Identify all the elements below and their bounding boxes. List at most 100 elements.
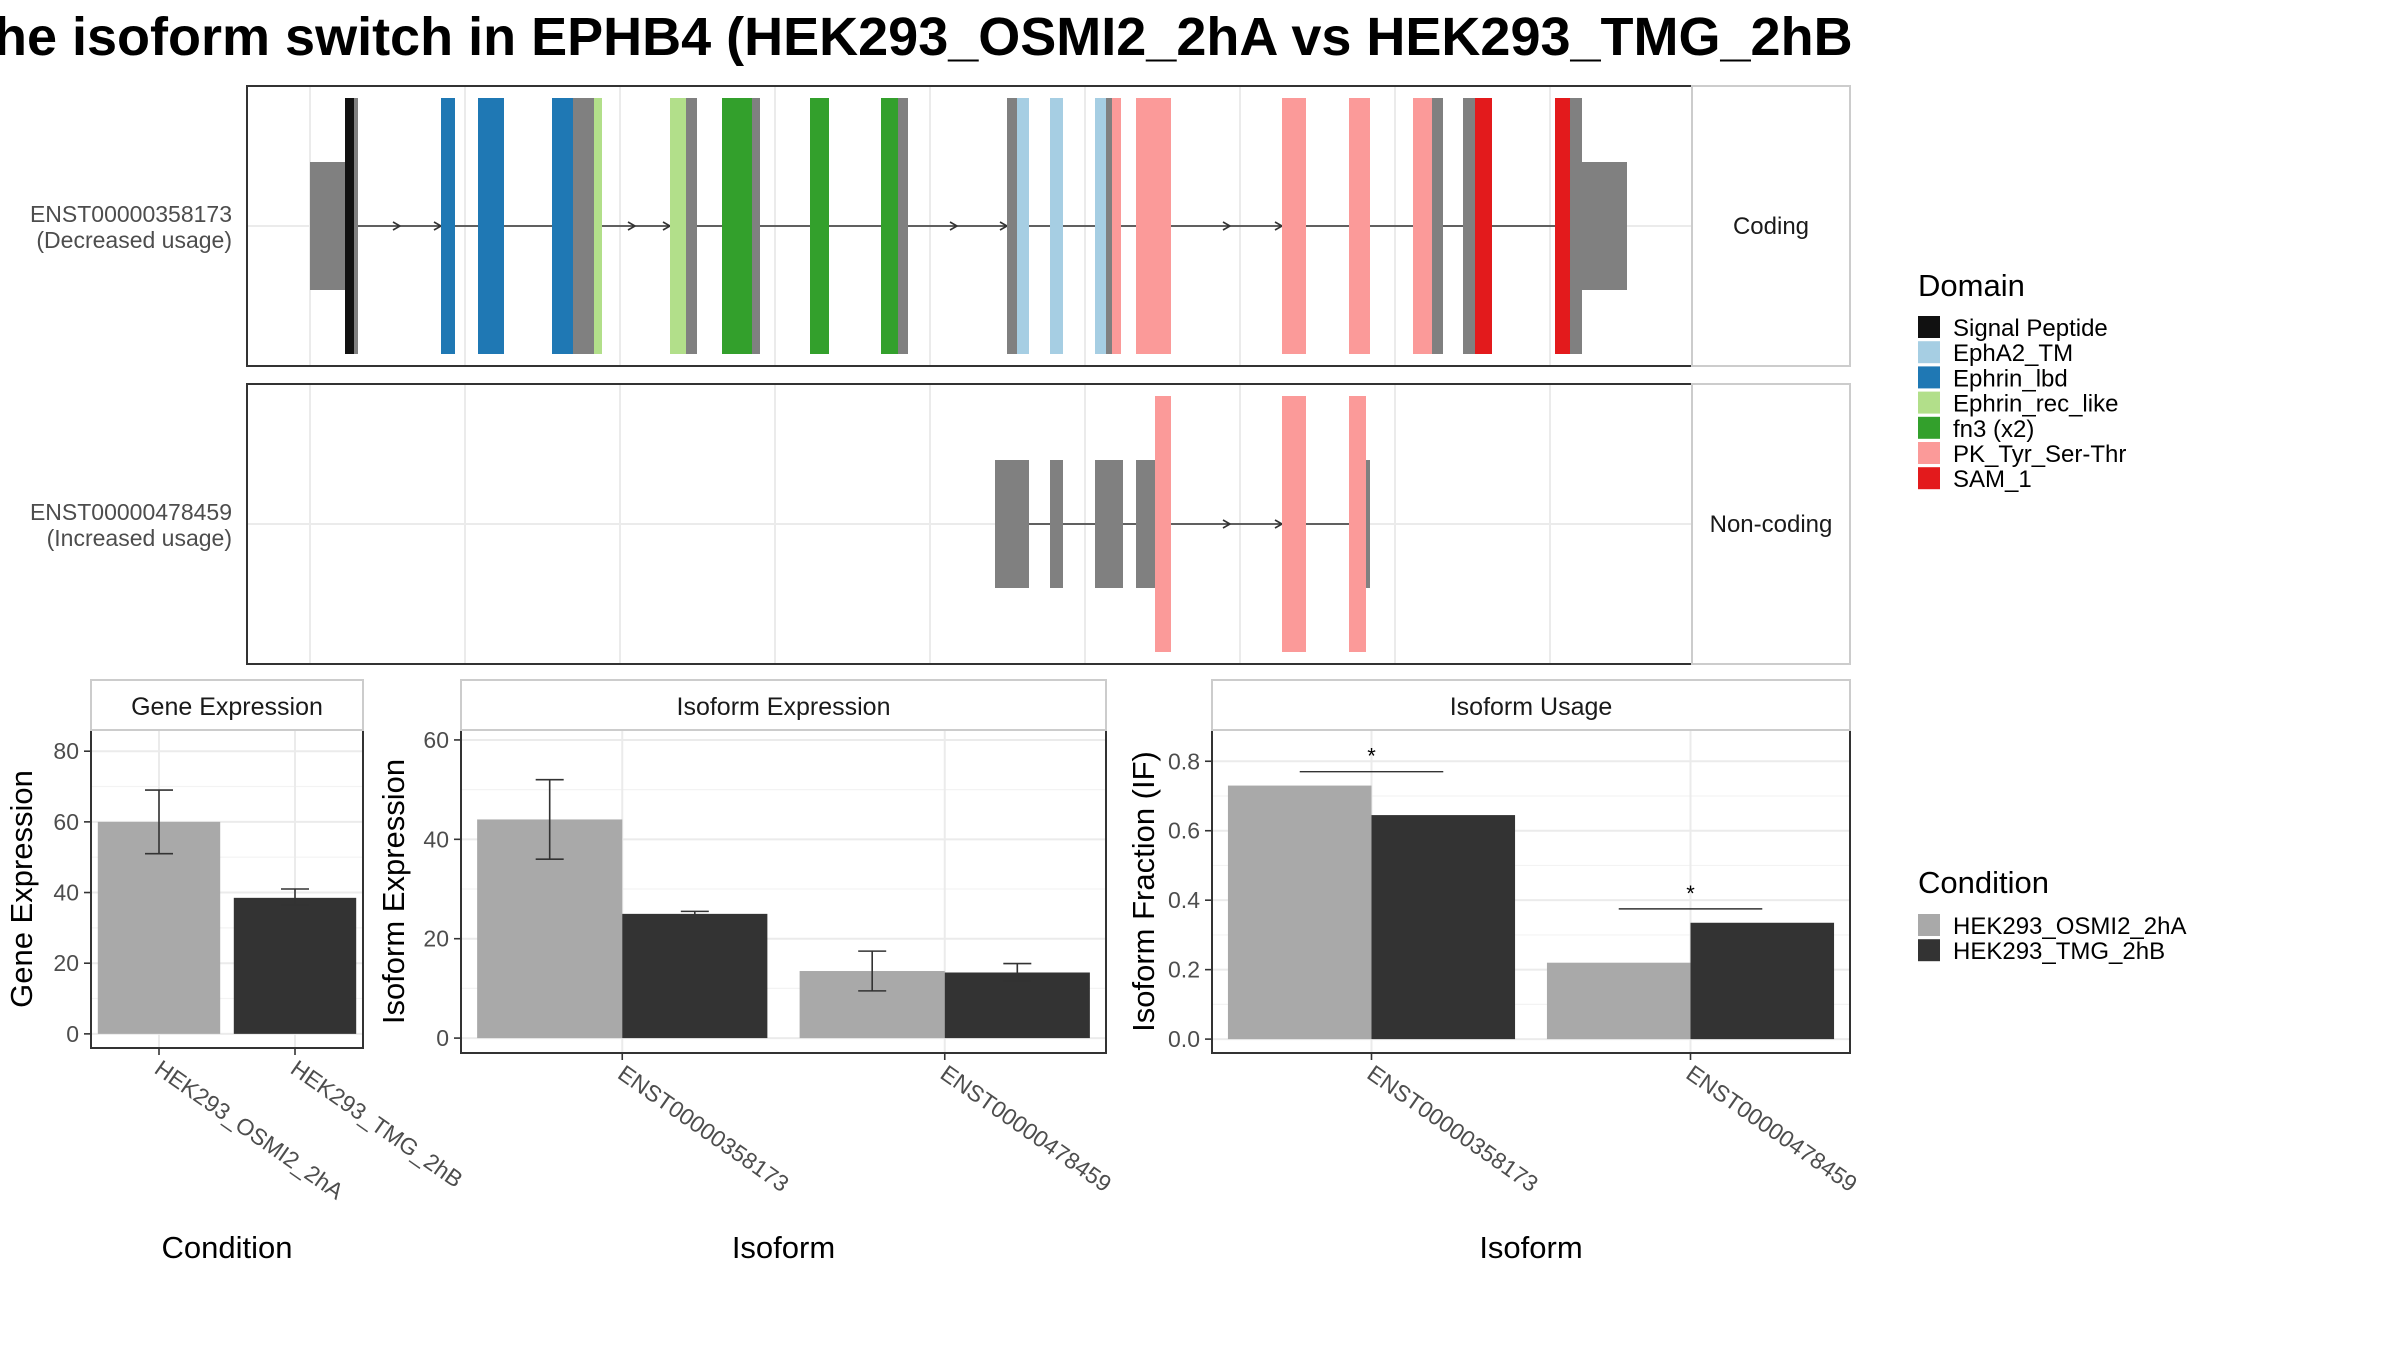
exon-segment: [1050, 98, 1063, 354]
y-tick-label: 0.0: [1168, 1026, 1200, 1052]
transcript-usage-label: (Increased usage): [47, 525, 232, 551]
exon-segment: [354, 98, 358, 354]
transcript-usage-label: (Decreased usage): [36, 227, 232, 253]
bar: [1546, 962, 1691, 1040]
domain-legend-swatch: [1918, 416, 1940, 439]
exon-segment: [345, 98, 354, 354]
exon-segment: [1017, 98, 1029, 354]
condition-legend-label: HEK293_TMG_2hB: [1953, 938, 2165, 965]
exon-segment: [478, 98, 504, 354]
exon-segment: [1366, 460, 1370, 588]
exon-segment: [1555, 98, 1570, 354]
x-tick-label: ENST00000358173: [1363, 1060, 1543, 1197]
exon-segment: [670, 98, 686, 354]
exon-segment: [1475, 98, 1492, 354]
y-tick-label: 20: [53, 950, 79, 976]
y-tick-label: 0.6: [1168, 818, 1200, 844]
exon-segment: [722, 98, 752, 354]
exon-segment: [594, 98, 602, 354]
exon-segment: [573, 98, 594, 354]
y-tick-label: 60: [423, 727, 449, 753]
domain-legend-swatch: [1918, 341, 1940, 364]
exon-segment: [1112, 98, 1121, 354]
x-tick-label: ENST00000478459: [936, 1060, 1116, 1197]
y-tick-label: 0.4: [1168, 887, 1200, 913]
exon-segment: [686, 98, 697, 354]
domain-legend-label: PK_Tyr_Ser-Thr: [1953, 441, 2126, 468]
exon-segment: [552, 98, 573, 354]
domain-legend-label: Ephrin_lbd: [1953, 365, 2068, 392]
domain-legend-swatch: [1918, 316, 1940, 338]
condition-legend-title: Condition: [1918, 865, 2049, 900]
domain-legend-label: Ephrin_rec_like: [1953, 391, 2118, 418]
chart-1: 0 20 40 60 Isoform Expression ENST00000358173…: [376, 679, 1116, 1265]
exon-segment: [1282, 98, 1306, 354]
exon-segment: [752, 98, 760, 354]
x-tick-label: ENST00000478459: [1682, 1060, 1862, 1197]
y-tick-label: 80: [53, 738, 79, 764]
y-axis-title: Gene Expression: [4, 770, 39, 1008]
condition-legend-label: HEK293_OSMI2_2hA: [1953, 913, 2186, 940]
y-tick-label: 0: [66, 1021, 79, 1047]
exon-segment: [1432, 98, 1443, 354]
facet-strip: [1691, 383, 1851, 665]
domain-legend-title: Domain: [1918, 268, 2025, 303]
x-axis-title: Isoform: [732, 1230, 835, 1265]
exon-segment: [1413, 98, 1432, 354]
y-tick-label: 0.2: [1168, 957, 1200, 983]
exon-segment: [1282, 396, 1306, 652]
condition-legend-swatch: [1918, 939, 1940, 962]
chart-strip: [90, 679, 364, 731]
bar: [1690, 922, 1835, 1040]
significance-marker: *: [1367, 744, 1376, 769]
domain-legend-swatch: [1918, 366, 1940, 389]
domain-legend-label: SAM_1: [1953, 466, 2032, 493]
domain-legend-swatch: [1918, 391, 1940, 414]
chart-strip: [1211, 679, 1851, 731]
exon-segment: [1582, 162, 1627, 290]
y-axis-title: Isoform Fraction (IF): [1126, 751, 1161, 1032]
domain-legend-swatch: [1918, 467, 1940, 490]
transcript-id-label: ENST00000358173: [30, 201, 232, 227]
exon-segment: [1570, 98, 1582, 354]
exon-segment: [1007, 98, 1017, 354]
x-axis-title: Condition: [162, 1230, 293, 1265]
exon-segment: [881, 98, 898, 354]
exon-segment: [1155, 396, 1171, 652]
exon-segment: [1349, 98, 1370, 354]
exon-segment: [1463, 98, 1475, 354]
strand-arrow: [1222, 221, 1232, 231]
strand-arrow: [949, 221, 959, 231]
x-tick-label: ENST00000358173: [613, 1060, 793, 1197]
exon-segment: [810, 98, 829, 354]
exon-segment: [898, 98, 908, 354]
bar: [233, 897, 357, 1034]
domain-legend: Domain Signal PeptideEphA2_TMEphrin_lbdEp…: [1918, 268, 2126, 493]
y-tick-label: 0: [436, 1025, 449, 1051]
y-tick-label: 20: [423, 926, 449, 952]
y-tick-label: 60: [53, 809, 79, 835]
exon-segment: [1095, 98, 1106, 354]
chart-strip: [460, 679, 1107, 731]
chart-title: Isoform Usage: [1450, 693, 1613, 721]
chart-2: 0.0 0.2 0.4 0.6 0.8 * * Isoform Usage ENST000003…: [1126, 679, 1862, 1265]
bar: [944, 972, 1090, 1039]
x-axis-title: Isoform: [1479, 1230, 1582, 1265]
domain-legend-label: EphA2_TM: [1953, 340, 2073, 367]
exon-segment: [441, 98, 455, 354]
domain-legend-swatch: [1918, 442, 1940, 464]
exon-segment: [310, 162, 345, 290]
exon-segment: [1349, 396, 1366, 652]
exon-segment: [1136, 98, 1171, 354]
bar: [622, 913, 768, 1039]
bar: [97, 821, 221, 1034]
y-tick-label: 40: [423, 826, 449, 852]
exon-segment: [1136, 460, 1155, 588]
strand-arrow: [627, 221, 637, 231]
y-axis-title: Isoform Expression: [376, 759, 411, 1024]
transcript-structure-panel: Coding ENST00000358173(Decreased usage) No…: [30, 85, 1851, 665]
facet-strip: [1691, 85, 1851, 367]
